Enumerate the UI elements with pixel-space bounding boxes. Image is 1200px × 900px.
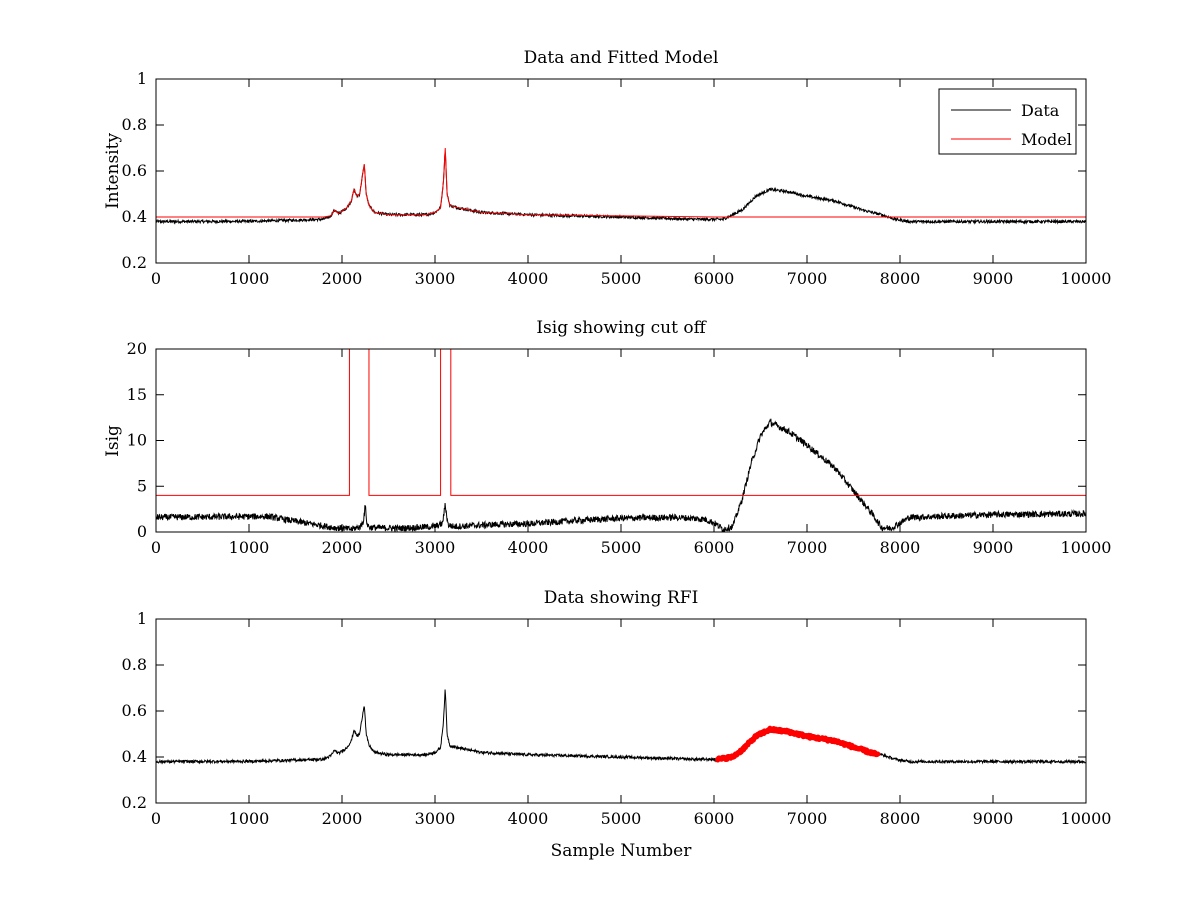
- rfi-point: [875, 751, 881, 757]
- y-tick-label: 1: [137, 609, 147, 628]
- y-axis-label: Intensity: [103, 133, 123, 209]
- data-series-line: [156, 689, 1086, 765]
- x-tick-label: 8000: [880, 538, 921, 557]
- x-tick-label: 8000: [880, 809, 921, 828]
- y-tick-label: 0.4: [122, 747, 147, 766]
- y-tick-label: 0.6: [122, 701, 147, 720]
- legend: Data Model: [938, 88, 1077, 155]
- x-tick-label: 0: [151, 538, 161, 557]
- x-tick-label: 2000: [322, 538, 363, 557]
- y-tick-label: 0.8: [122, 655, 147, 674]
- legend-data-label: Data: [1021, 101, 1060, 120]
- y-tick-label: 0.4: [122, 207, 147, 226]
- x-tick-label: 3000: [415, 269, 456, 288]
- legend-model-label: Model: [1021, 130, 1072, 149]
- x-tick-label: 7000: [787, 269, 828, 288]
- y-tick-label: 1: [137, 69, 147, 88]
- x-tick-label: 5000: [601, 809, 642, 828]
- model-series-line: [156, 349, 1086, 496]
- data-series-line: [156, 418, 1086, 532]
- x-tick-label: 6000: [694, 809, 735, 828]
- subplot-middle: Isig showing cut off Isig 0 1000 2000 3000 4…: [103, 318, 1111, 557]
- x-tick-label: 0: [151, 809, 161, 828]
- x-tick-label: 1000: [229, 538, 270, 557]
- x-tick-label: 6000: [694, 538, 735, 557]
- x-tick-label: 9000: [973, 269, 1014, 288]
- subplot-title: Isig showing cut off: [536, 318, 707, 338]
- y-tick-label: 5: [137, 476, 147, 495]
- x-tick-label: 3000: [415, 538, 456, 557]
- plot-area: [156, 349, 1086, 532]
- plot-area: [156, 689, 1086, 765]
- x-axis-label: Sample Number: [551, 841, 693, 861]
- subplot-bottom: Data showing RFI 0 1000 2000 3000 4000 5000 60…: [122, 588, 1112, 861]
- y-tick-label: 15: [127, 385, 147, 404]
- plot-area: [156, 147, 1086, 225]
- x-tick-label: 5000: [601, 538, 642, 557]
- x-tick-label: 4000: [508, 809, 549, 828]
- x-tick-label: 10000: [1061, 269, 1112, 288]
- y-tick-label: 10: [127, 431, 147, 450]
- axes-frame: [155, 78, 1087, 264]
- x-tick-label: 9000: [973, 538, 1014, 557]
- x-tick-label: 10000: [1061, 538, 1112, 557]
- x-tick-label: 1000: [229, 809, 270, 828]
- x-tick-label: 6000: [694, 269, 735, 288]
- x-tick-label: 8000: [880, 269, 921, 288]
- x-tick-label: 1000: [229, 269, 270, 288]
- x-tick-label: 2000: [322, 809, 363, 828]
- y-tick-label: 0: [137, 522, 147, 541]
- axis-ticks: 0 1000 2000 3000 4000 5000 6000 7000 8000 9000 100…: [127, 339, 1112, 557]
- legend-box: [938, 88, 1077, 155]
- y-tick-label: 20: [127, 339, 147, 358]
- y-tick-label: 0.2: [122, 793, 147, 812]
- x-tick-label: 7000: [787, 809, 828, 828]
- x-tick-label: 4000: [508, 269, 549, 288]
- subplot-title: Data and Fitted Model: [524, 48, 719, 68]
- y-tick-label: 0.2: [122, 253, 147, 272]
- x-tick-label: 9000: [973, 809, 1014, 828]
- axes-frame: [155, 348, 1087, 533]
- axis-ticks: 0 1000 2000 3000 4000 5000 6000 7000 8000 9000 100…: [122, 69, 1112, 288]
- subplot-title: Data showing RFI: [544, 588, 699, 608]
- axes-frame: [155, 618, 1087, 804]
- x-tick-label: 5000: [601, 269, 642, 288]
- data-series-line: [156, 152, 1086, 225]
- x-tick-label: 0: [151, 269, 161, 288]
- y-tick-label: 0.8: [122, 115, 147, 134]
- model-series-line: [156, 147, 1086, 218]
- x-tick-label: 7000: [787, 538, 828, 557]
- subplot-top: Data and Fitted Model Intensity 0 1000 200…: [103, 48, 1111, 288]
- x-tick-label: 4000: [508, 538, 549, 557]
- x-tick-label: 2000: [322, 269, 363, 288]
- x-tick-label: 10000: [1061, 809, 1112, 828]
- y-tick-label: 0.6: [122, 161, 147, 180]
- y-axis-label: Isig: [103, 425, 123, 457]
- x-tick-label: 3000: [415, 809, 456, 828]
